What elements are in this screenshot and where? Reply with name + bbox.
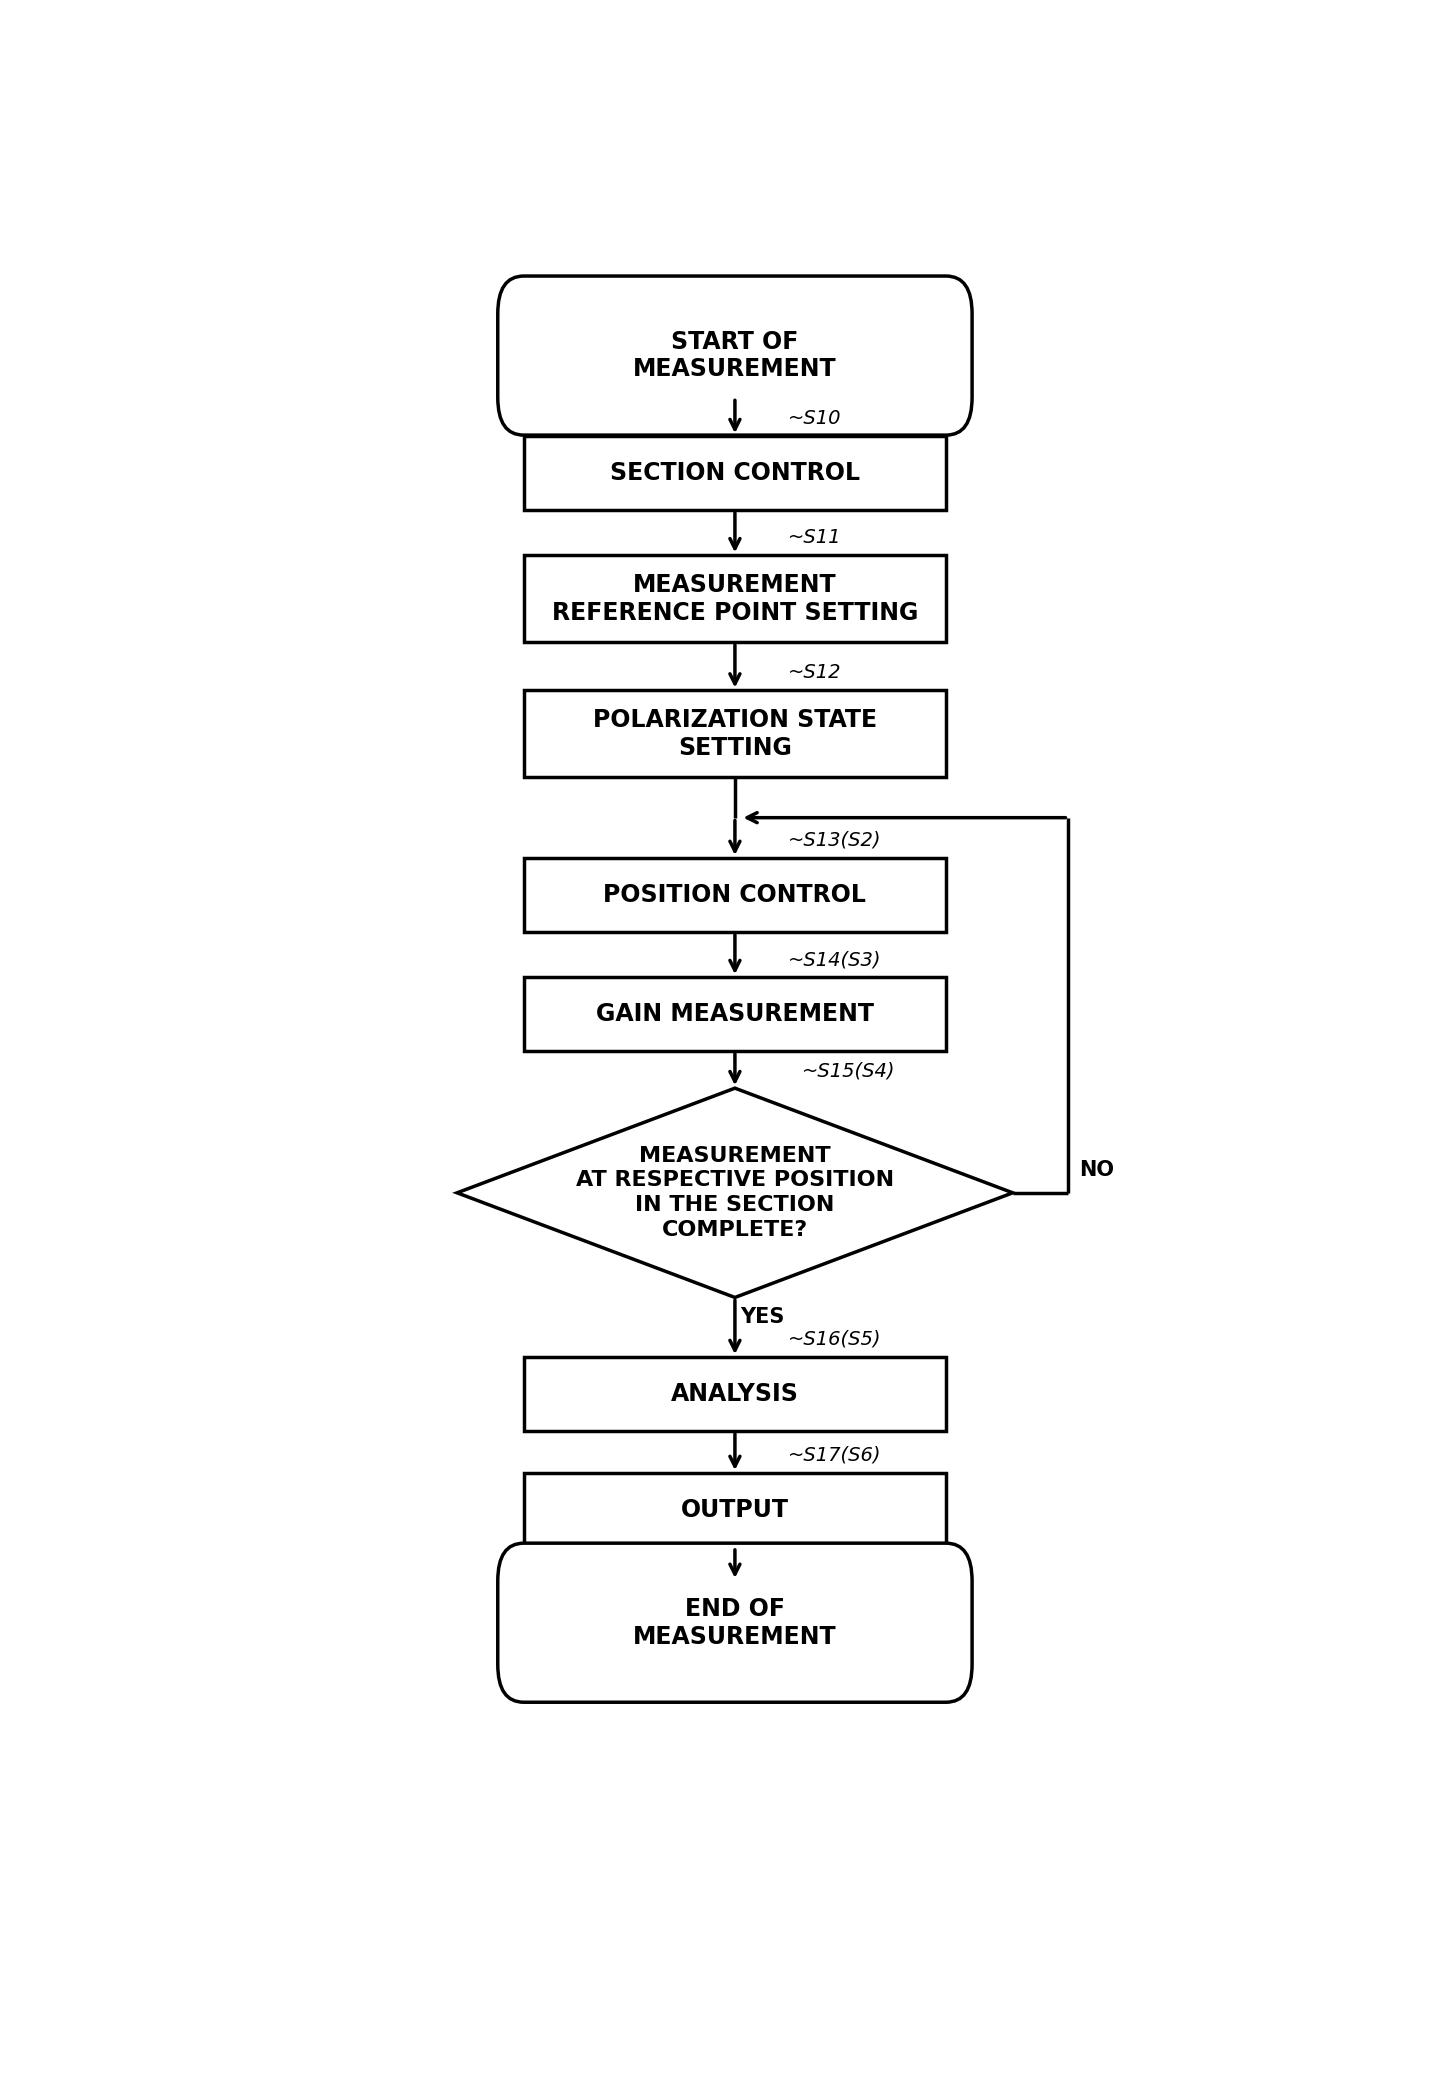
Text: POLARIZATION STATE
SETTING: POLARIZATION STATE SETTING [592, 709, 878, 759]
Text: END OF
MEASUREMENT: END OF MEASUREMENT [634, 1598, 836, 1648]
Text: NO: NO [1080, 1161, 1114, 1179]
Text: ~S13(S2): ~S13(S2) [789, 830, 882, 849]
Text: ~S15(S4): ~S15(S4) [802, 1060, 895, 1081]
Text: MEASUREMENT
AT RESPECTIVE POSITION
IN THE SECTION
COMPLETE?: MEASUREMENT AT RESPECTIVE POSITION IN TH… [576, 1146, 893, 1240]
FancyBboxPatch shape [498, 276, 972, 435]
Bar [523, 857, 946, 933]
Bar [523, 690, 946, 778]
Bar [523, 556, 946, 642]
Text: ~S10: ~S10 [789, 410, 842, 429]
Text: GAIN MEASUREMENT: GAIN MEASUREMENT [597, 1002, 873, 1027]
Text: SECTION CONTROL: SECTION CONTROL [609, 462, 860, 485]
Text: MEASUREMENT
REFERENCE POINT SETTING: MEASUREMENT REFERENCE POINT SETTING [552, 573, 918, 625]
Bar [523, 437, 946, 510]
Polygon shape [457, 1087, 1012, 1296]
Text: ~S11: ~S11 [789, 529, 842, 548]
Text: ~S12: ~S12 [789, 663, 842, 682]
Text: ANALYSIS: ANALYSIS [671, 1382, 799, 1405]
Text: START OF
MEASUREMENT: START OF MEASUREMENT [634, 330, 836, 381]
FancyBboxPatch shape [498, 1543, 972, 1702]
Bar [523, 976, 946, 1052]
Bar [523, 1357, 946, 1430]
Bar [523, 1472, 946, 1547]
Text: POSITION CONTROL: POSITION CONTROL [604, 882, 866, 907]
Text: ~S16(S5): ~S16(S5) [789, 1330, 882, 1349]
Text: YES: YES [740, 1307, 784, 1328]
Text: ~S17(S6): ~S17(S6) [789, 1445, 882, 1466]
Text: OUTPUT: OUTPUT [681, 1497, 789, 1522]
Text: ~S14(S3): ~S14(S3) [789, 949, 882, 968]
